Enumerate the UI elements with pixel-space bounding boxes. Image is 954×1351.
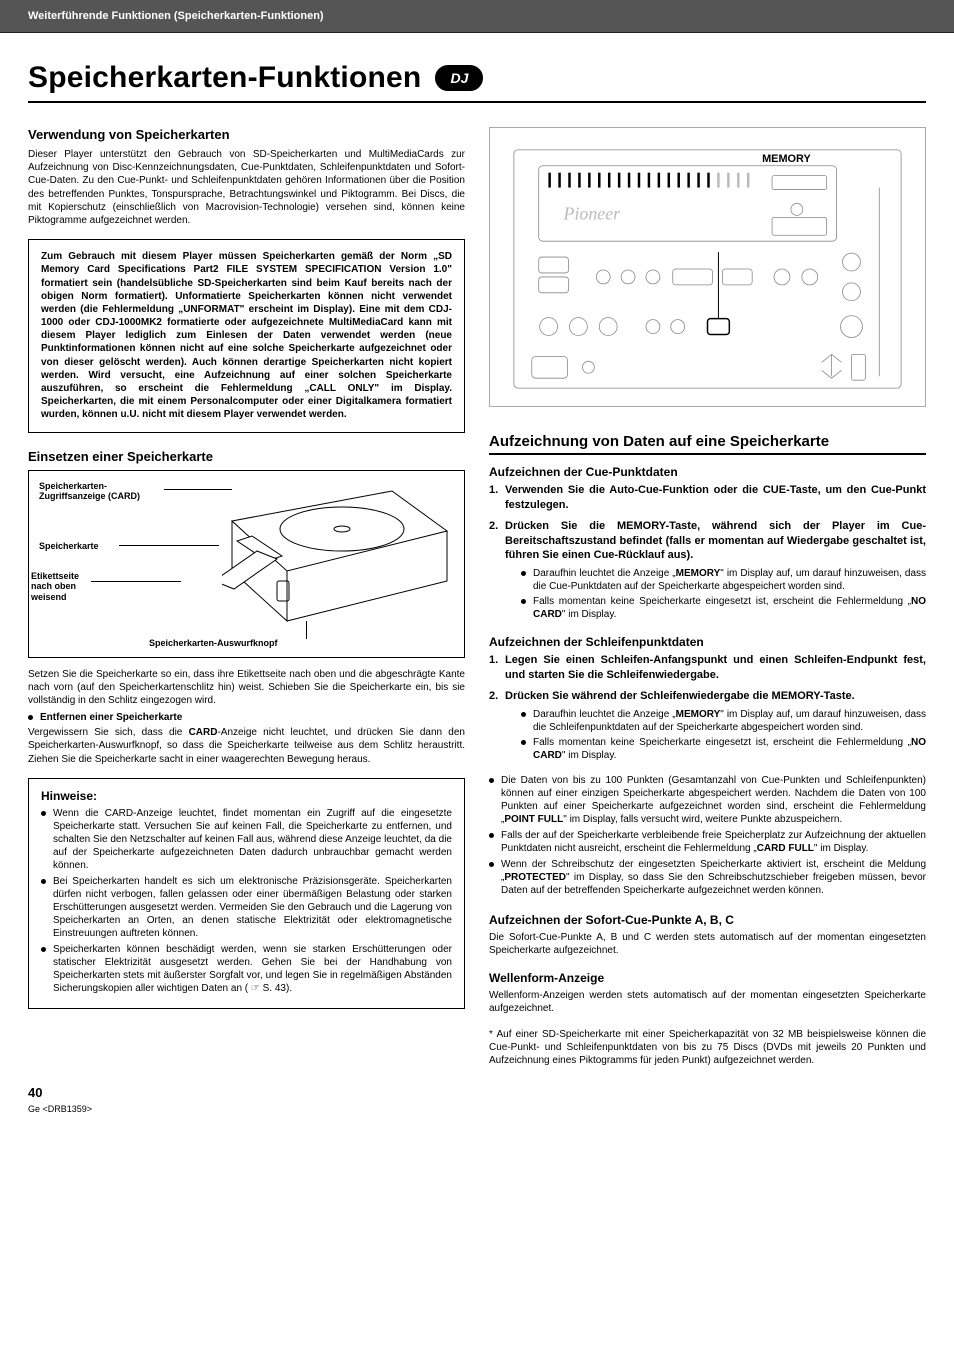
warning-text: Zum Gebrauch mit diesem Player müssen Sp… xyxy=(41,250,452,421)
left-column: Verwendung von Speicherkarten Dieser Pla… xyxy=(28,127,465,1067)
list-item: Falls momentan keine Speicherkarte einge… xyxy=(521,736,926,762)
usage-heading: Verwendung von Speicherkarten xyxy=(28,127,465,142)
cue-steps: Verwenden Sie die Auto-Cue-Funktion oder… xyxy=(489,483,926,621)
hotcue-body: Die Sofort-Cue-Punkte A, B und C werden … xyxy=(489,931,926,957)
hints-heading: Hinweise: xyxy=(41,789,452,803)
list-item: Falls der auf der Speicherkarte verbleib… xyxy=(489,829,926,855)
hint-item: Wenn die CARD-Anzeige leuchtet, findet m… xyxy=(41,807,452,872)
warning-box: Zum Gebrauch mit diesem Player müssen Sp… xyxy=(28,239,465,432)
main-title-row: Speicherkarten-Funktionen DJ xyxy=(28,61,926,103)
loop-steps: Legen Sie einen Schleifen-Anfangspunkt u… xyxy=(489,653,926,762)
hint-item: Speicherkarten können beschädigt werden,… xyxy=(41,943,452,995)
list-item: Daraufhin leuchtet die Anzeige „MEMORY" … xyxy=(521,708,926,734)
hotcue-heading: Aufzeichnen der Sofort-Cue-Punkte A, B, … xyxy=(489,913,926,927)
page-number: 40 xyxy=(28,1085,42,1100)
footnote: * Auf einer SD-Speicherkarte mit einer S… xyxy=(489,1028,926,1068)
insert-heading: Einsetzen einer Speicherkarte xyxy=(28,449,465,464)
hints-list: Wenn die CARD-Anzeige leuchtet, findet m… xyxy=(41,807,452,995)
diagram-label-card-indicator: Speicherkarten- Zugriffsanzeige (CARD) xyxy=(39,481,140,503)
list-item: Verwenden Sie die Auto-Cue-Funktion oder… xyxy=(489,483,926,513)
dj-badge-icon: DJ xyxy=(435,65,483,91)
hints-box: Hinweise: Wenn die CARD-Anzeige leuchtet… xyxy=(28,778,465,1009)
hint-item: Bei Speicherkarten handelt es sich um el… xyxy=(41,875,452,940)
list-item: Drücken Sie während der Schleifenwiederg… xyxy=(489,689,926,762)
list-item: Daraufhin leuchtet die Anzeige „MEMORY" … xyxy=(521,567,926,593)
insert-body: Setzen Sie die Speicherkarte so ein, das… xyxy=(28,668,465,708)
player-display-illustration: MEMORY Pioneer xyxy=(489,127,926,407)
insert-diagram: Speicherkarten- Zugriffsanzeige (CARD) S… xyxy=(28,470,465,658)
cue-heading: Aufzeichnen der Cue-Punktdaten xyxy=(489,465,926,479)
remove-heading: Entfernen einer Speicherkarte xyxy=(28,711,465,724)
page-header-breadcrumb: Weiterführende Funktionen (Speicherkarte… xyxy=(0,0,954,33)
page-footer: 40 Ge <DRB1359> xyxy=(0,1085,954,1129)
loop-heading: Aufzeichnen der Schleifenpunktdaten xyxy=(489,635,926,649)
svg-text:Pioneer: Pioneer xyxy=(563,203,621,223)
wave-body: Wellenform-Anzeigen werden stets automat… xyxy=(489,989,926,1015)
player-sketch-icon xyxy=(222,481,452,649)
page-footer-code: Ge <DRB1359> xyxy=(28,1104,92,1114)
record-section-heading: Aufzeichnung von Daten auf eine Speicher… xyxy=(489,433,926,455)
list-item: Drücken Sie die MEMORY-Taste, während si… xyxy=(489,519,926,622)
list-item: Wenn der Schreibschutz der eingesetzten … xyxy=(489,858,926,897)
diagram-label-labelside: Etikettseite nach oben weisend xyxy=(31,571,79,603)
remove-body: Vergewissern Sie sich, dass die CARD-Anz… xyxy=(28,726,465,766)
main-title: Speicherkarten-Funktionen xyxy=(28,61,421,95)
list-item: Falls momentan keine Speicherkarte einge… xyxy=(521,595,926,621)
notes-list: Die Daten von bis zu 100 Punkten (Gesamt… xyxy=(489,774,926,897)
wave-heading: Wellenform-Anzeige xyxy=(489,971,926,985)
memory-label: MEMORY xyxy=(762,153,811,165)
list-item: Legen Sie einen Schleifen-Anfangspunkt u… xyxy=(489,653,926,683)
right-column: MEMORY Pioneer xyxy=(489,127,926,1067)
list-item: Die Daten von bis zu 100 Punkten (Gesamt… xyxy=(489,774,926,826)
usage-body: Dieser Player unterstützt den Gebrauch v… xyxy=(28,148,465,227)
diagram-label-card: Speicherkarte xyxy=(39,541,99,552)
